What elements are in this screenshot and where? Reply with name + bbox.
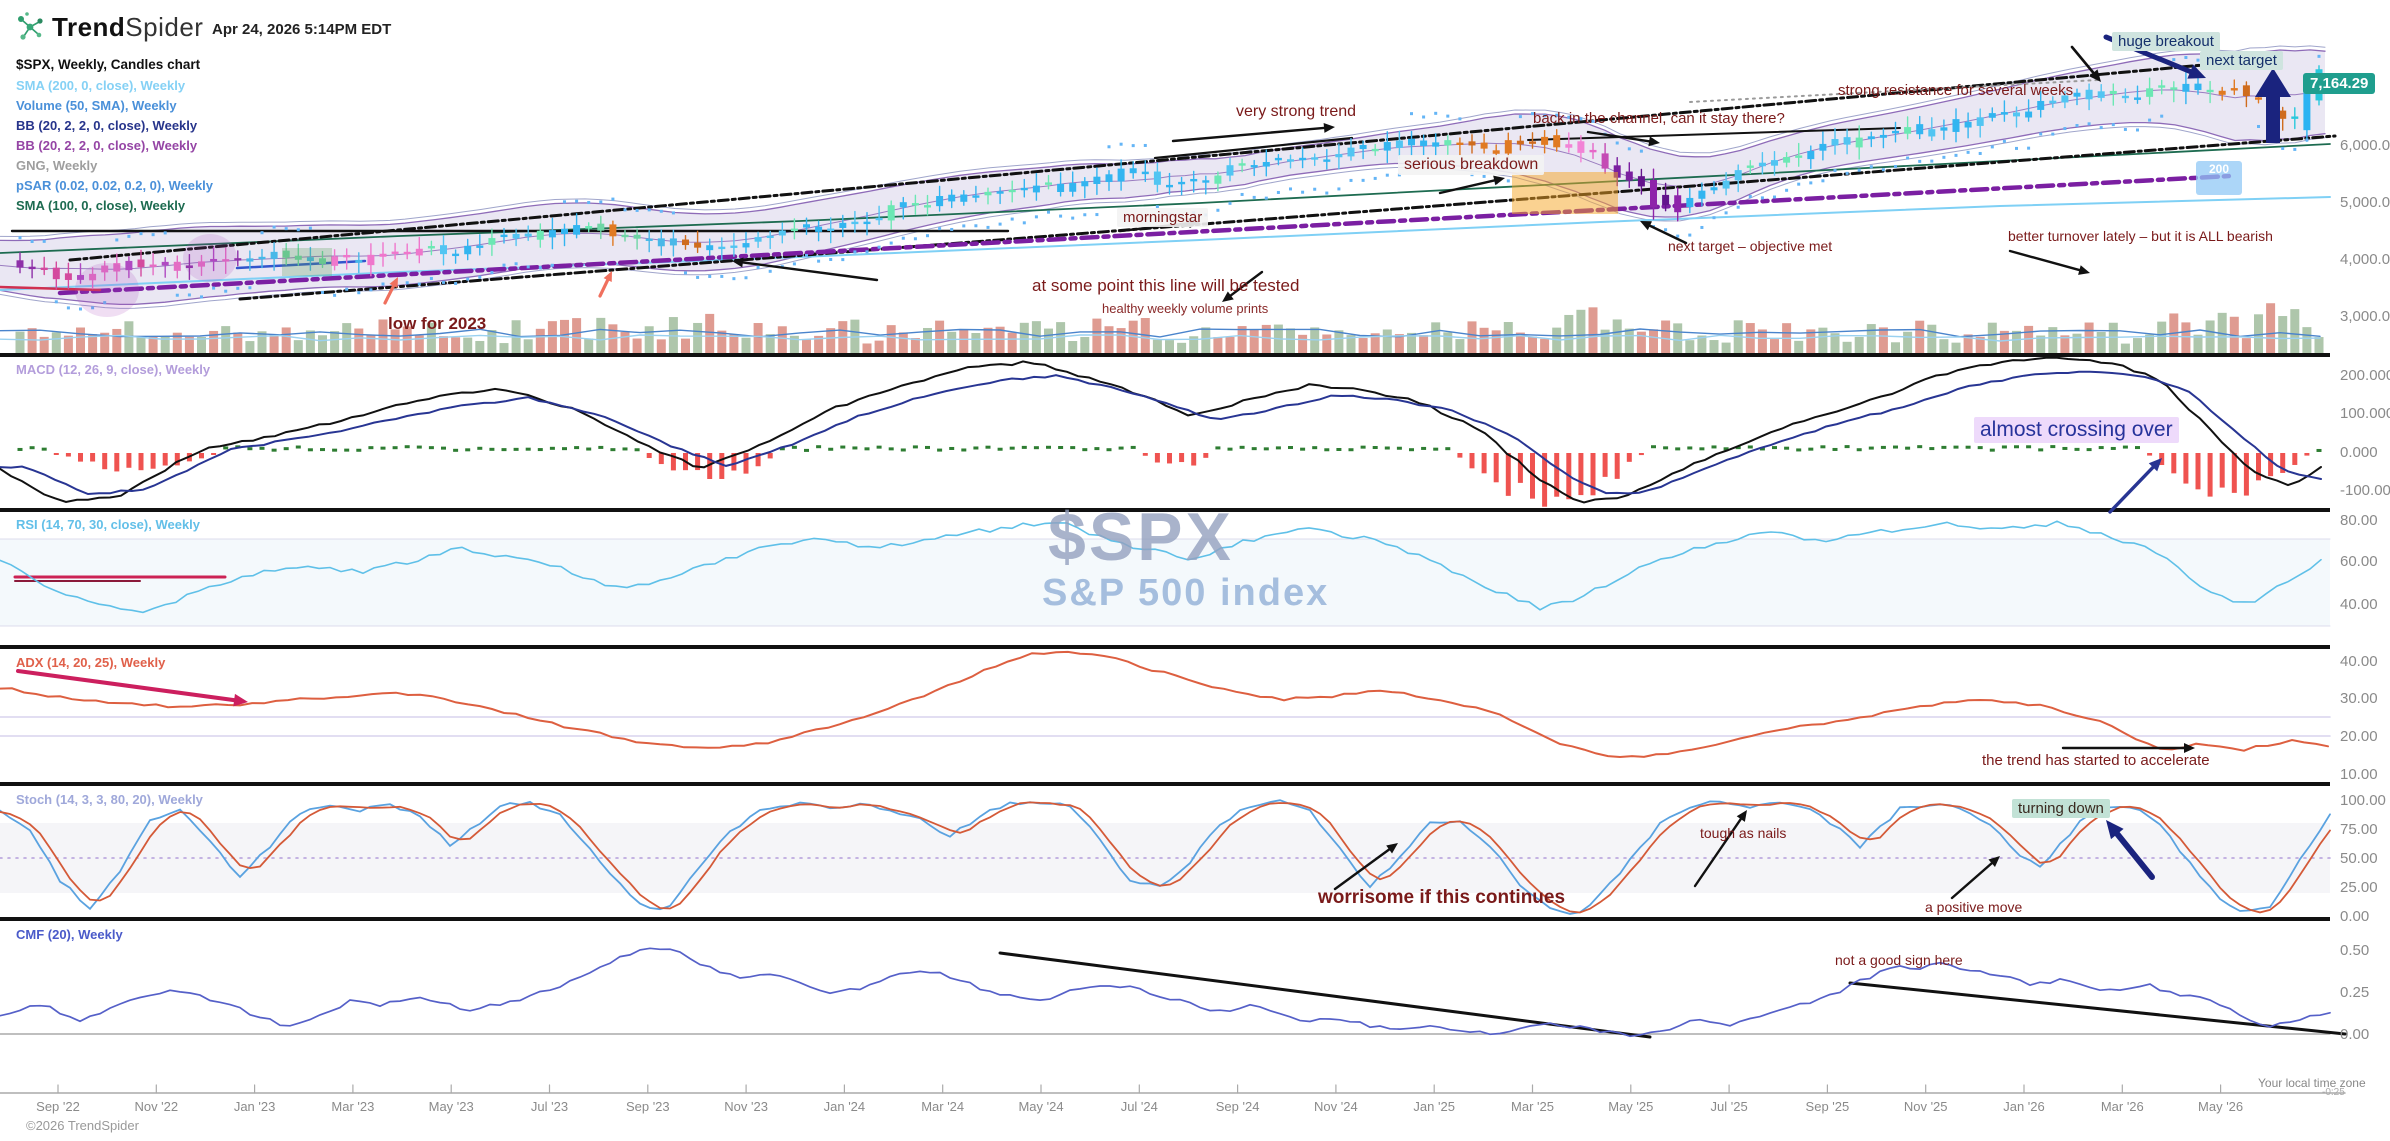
y-axis-tick: 4,000.00 bbox=[2340, 251, 2390, 268]
legend-item-3[interactable]: BB (20, 2, 2, 0, close), Weekly bbox=[16, 138, 198, 153]
x-axis-date: Jul '24 bbox=[1120, 1099, 1158, 1114]
ann-strong-resistance: strong resistance for several weeks bbox=[1838, 82, 2074, 99]
stoch-label: Stoch (14, 3, 3, 80, 20), Weekly bbox=[16, 792, 203, 807]
ann-low-2023: low for 2023 bbox=[388, 314, 487, 333]
ann-turning-down: turning down bbox=[2012, 799, 2110, 818]
y-axis-tick: 0.00 bbox=[2340, 908, 2370, 925]
y-axis-tick: 20.00 bbox=[2340, 728, 2378, 745]
x-axis-date: Nov '25 bbox=[1903, 1099, 1948, 1114]
y-axis-tick: 5,000.00 bbox=[2340, 194, 2390, 211]
rsi-label: RSI (14, 70, 30, close), Weekly bbox=[16, 517, 201, 532]
legend-item-0[interactable]: SMA (200, 0, close), Weekly bbox=[16, 78, 186, 93]
x-axis-date: Jan '25 bbox=[1413, 1099, 1455, 1114]
x-axis-date: Mar '25 bbox=[1511, 1099, 1554, 1114]
x-axis-date: Nov '23 bbox=[724, 1099, 768, 1114]
ann-back-in-channel: back in the channel, can it stay there? bbox=[1533, 110, 1785, 127]
y-axis-tick: 40.00 bbox=[2340, 653, 2378, 670]
adx-label: ADX (14, 20, 25), Weekly bbox=[16, 655, 166, 670]
ann-morningstar: morningstar bbox=[1117, 208, 1209, 227]
legend-item-5[interactable]: pSAR (0.02, 0.02, 0.2, 0), Weekly bbox=[16, 178, 214, 193]
ann-serious-breakdown: serious breakdown bbox=[1398, 155, 1545, 175]
brand-wordmark: TrendSpider bbox=[52, 12, 204, 42]
y-axis-tick: 0.000 bbox=[2340, 444, 2378, 461]
y-axis-tick: 80.00 bbox=[2340, 512, 2378, 529]
ann-next-target: next target bbox=[2200, 51, 2283, 70]
y-axis-tick: 0.00 bbox=[2340, 1026, 2370, 1043]
y-axis-tick: 25.00 bbox=[2340, 879, 2378, 896]
y-axis-tick: 60.00 bbox=[2340, 553, 2378, 570]
y-axis-tick: 40.00 bbox=[2340, 596, 2378, 613]
y-axis-tick: 6,000.00 bbox=[2340, 137, 2390, 154]
x-axis-date: Jan '24 bbox=[823, 1099, 866, 1114]
x-axis-date: Jul '23 bbox=[530, 1099, 569, 1114]
x-axis-date: Mar '24 bbox=[921, 1099, 965, 1114]
x-axis-date: Nov '22 bbox=[134, 1099, 179, 1114]
chart-datetime: Apr 24, 2026 5:14PM EDT bbox=[212, 21, 392, 38]
y-axis-tick: 100.00 bbox=[2340, 792, 2386, 809]
y-axis-tick: 0.50 bbox=[2340, 942, 2370, 959]
x-axis-date: Sep '22 bbox=[36, 1099, 80, 1114]
ann-line-tested: at some point this line will be tested bbox=[1032, 276, 1300, 295]
y-axis-tick: 10.00 bbox=[2340, 766, 2378, 783]
timezone-offset: -0:25 bbox=[2322, 1087, 2345, 1098]
y-axis-tick: 75.00 bbox=[2340, 821, 2378, 838]
x-axis-date: May '26 bbox=[2198, 1099, 2244, 1114]
x-axis-date: May '25 bbox=[1608, 1099, 1654, 1114]
x-axis-date: Sep '24 bbox=[1215, 1099, 1260, 1114]
legend-item-2[interactable]: BB (20, 2, 2, 0, close), Weekly bbox=[16, 118, 198, 133]
cmf-label: CMF (20), Weekly bbox=[16, 927, 123, 942]
ann-better-turnover: better turnover lately – but it is ALL b… bbox=[2008, 228, 2273, 244]
ann-not-good-sign: not a good sign here bbox=[1835, 952, 1963, 968]
x-axis-date: May '23 bbox=[428, 1099, 474, 1114]
x-axis-date: Jan '23 bbox=[233, 1099, 276, 1114]
y-axis-tick: 200.000 bbox=[2340, 367, 2390, 384]
x-axis-date: Mar '23 bbox=[331, 1099, 375, 1114]
copyright: ©2026 TrendSpider bbox=[26, 1118, 139, 1133]
x-axis-date: Mar '26 bbox=[2100, 1099, 2144, 1114]
x-axis-date: Nov '24 bbox=[1314, 1099, 1358, 1114]
ann-tough-as-nails: tough as nails bbox=[1700, 825, 1787, 841]
y-axis-tick: -100.000 bbox=[2340, 482, 2390, 499]
legend-item-4[interactable]: GNG, Weekly bbox=[16, 158, 98, 173]
timezone-label[interactable]: Your local time zone bbox=[2258, 1076, 2366, 1090]
ann-trend-accelerate: the trend has started to accelerate bbox=[1982, 752, 2210, 769]
x-axis-date: Jan '26 bbox=[2003, 1099, 2045, 1114]
watermark-name: S&P 500 index bbox=[1042, 572, 1330, 614]
last-price-tag: 7,164.29 bbox=[2303, 73, 2376, 94]
macd-label: MACD (12, 26, 9, close), Weekly bbox=[16, 362, 211, 377]
x-axis-date: May '24 bbox=[1018, 1099, 1064, 1114]
ann-almost-crossing: almost crossing over bbox=[1974, 417, 2179, 443]
ann-positive-move: a positive move bbox=[1925, 899, 2023, 915]
y-axis-tick: 100.000 bbox=[2340, 405, 2390, 422]
y-axis-tick: 50.00 bbox=[2340, 850, 2378, 867]
x-axis-date: Sep '25 bbox=[1805, 1099, 1850, 1114]
ann-next-target-met: next target – objective met bbox=[1668, 238, 1833, 254]
x-axis-date: Jul '25 bbox=[1710, 1099, 1748, 1114]
x-axis-date: Sep '23 bbox=[625, 1099, 670, 1114]
chart-subtitle: $SPX, Weekly, Candles chart bbox=[16, 57, 201, 72]
legend-item-6[interactable]: SMA (100, 0, close), Weekly bbox=[16, 198, 186, 213]
y-axis-tick: 0.25 bbox=[2340, 984, 2370, 1001]
ann-healthy-volume: healthy weekly volume prints bbox=[1102, 301, 1269, 316]
sma200-tag: 200 bbox=[2196, 161, 2242, 195]
ann-worrisome: worrisome if this continues bbox=[1318, 887, 1566, 908]
ann-huge-breakout: huge breakout bbox=[2112, 32, 2220, 51]
y-axis-tick: 3,000.00 bbox=[2340, 308, 2390, 325]
legend-item-1[interactable]: Volume (50, SMA), Weekly bbox=[16, 98, 177, 113]
y-axis-tick: 30.00 bbox=[2340, 690, 2378, 707]
trendspider-logo-icon bbox=[18, 12, 43, 40]
watermark-symbol: $SPX bbox=[1048, 499, 1234, 575]
ann-very-strong-trend: very strong trend bbox=[1236, 103, 1357, 120]
price-panel[interactable] bbox=[0, 34, 2347, 1094]
